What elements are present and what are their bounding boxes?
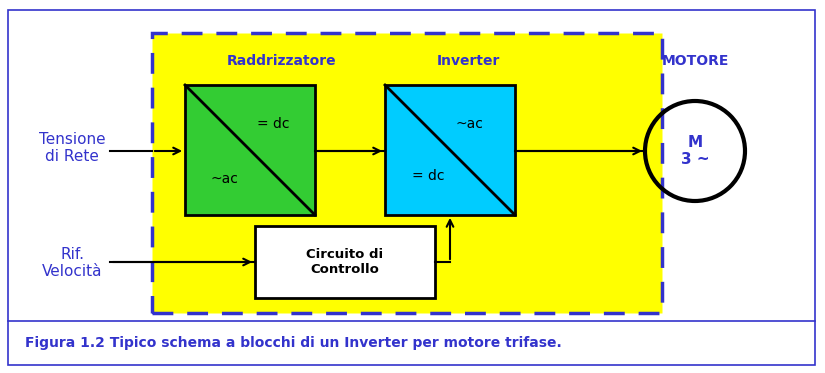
Text: Inverter: Inverter bbox=[437, 54, 501, 68]
Text: Figura 1.2 Tipico schema a blocchi di un Inverter per motore trifase.: Figura 1.2 Tipico schema a blocchi di un… bbox=[25, 336, 562, 350]
Bar bbox=[185, 85, 315, 215]
Bar bbox=[152, 33, 662, 313]
Text: Circuito di
Controllo: Circuito di Controllo bbox=[306, 248, 384, 276]
Bar bbox=[255, 226, 435, 298]
Bar bbox=[385, 85, 515, 215]
Text: = dc: = dc bbox=[412, 169, 444, 183]
Text: M
3 ~: M 3 ~ bbox=[681, 135, 710, 167]
Text: Rif.
Velocità: Rif. Velocità bbox=[42, 247, 102, 279]
Text: = dc: = dc bbox=[257, 117, 290, 131]
Text: MOTORE: MOTORE bbox=[662, 54, 728, 68]
Text: Raddrizzatore: Raddrizzatore bbox=[227, 54, 337, 68]
Text: Tensione
di Rete: Tensione di Rete bbox=[39, 132, 106, 164]
Text: ~ac: ~ac bbox=[210, 172, 238, 186]
Text: ~ac: ~ac bbox=[455, 117, 483, 131]
